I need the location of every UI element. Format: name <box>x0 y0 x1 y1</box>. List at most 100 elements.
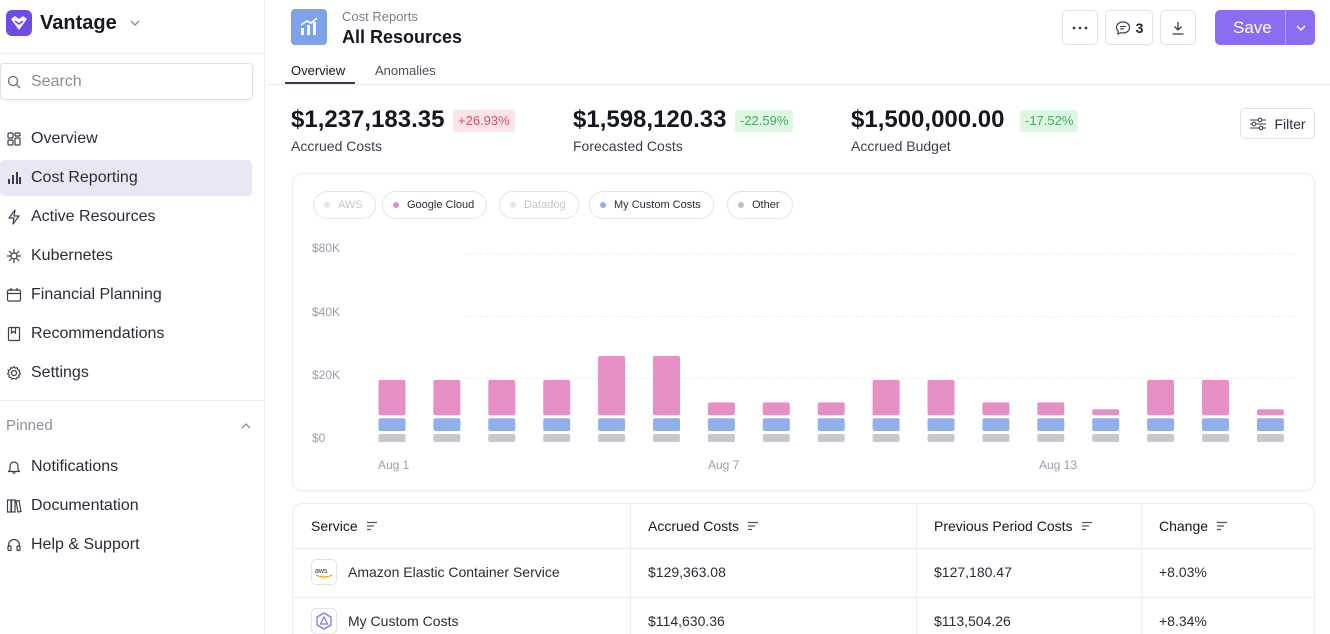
nav-label: Help & Support <box>31 536 140 553</box>
svg-text:aws: aws <box>315 568 328 575</box>
nav-item-documentation[interactable]: Documentation <box>0 488 252 524</box>
save-button[interactable]: Save <box>1215 10 1315 45</box>
nav-item-notifications[interactable]: Notifications <box>0 449 252 485</box>
change-cell: +8.03% <box>1159 564 1207 580</box>
chevron-down-icon <box>130 20 140 26</box>
y-tick-label: $40K <box>312 305 341 319</box>
kpi-forecasted-costs-label: Forecasted Costs <box>573 138 683 154</box>
column-header-previous-period-costs[interactable]: Previous Period Costs <box>934 504 1093 548</box>
kpi-accrued-costs-value: $1,237,183.35 <box>291 106 445 133</box>
legend-label: My Custom Costs <box>614 199 701 211</box>
aws-icon: aws <box>311 559 337 585</box>
nav-item-kubernetes[interactable]: Kubernetes <box>0 238 252 274</box>
nav-label: Documentation <box>31 497 139 514</box>
calendar-icon <box>6 288 22 302</box>
vantage-logo-icon <box>6 10 32 36</box>
sliders-icon <box>1250 117 1267 130</box>
legend-pill-my-custom-costs[interactable]: My Custom Costs <box>589 191 714 219</box>
nav-item-recommendations[interactable]: Recommendations <box>0 316 252 352</box>
nav-item-financial-planning[interactable]: Financial Planning <box>0 277 252 313</box>
header-label: Service <box>311 518 358 534</box>
column-header-change[interactable]: Change <box>1159 504 1228 548</box>
save-options-dropdown[interactable] <box>1286 22 1315 34</box>
comment-icon <box>1115 20 1130 35</box>
col-divider <box>630 504 631 634</box>
comments-button[interactable]: 3 <box>1105 10 1153 45</box>
grid-icon <box>7 132 21 146</box>
legend-dot <box>510 202 516 208</box>
kubernetes-icon <box>7 249 21 263</box>
bell-icon <box>7 461 21 474</box>
search-input[interactable] <box>31 72 231 91</box>
nav-label: Recommendations <box>31 325 165 342</box>
nav-label: Overview <box>31 130 98 147</box>
search-box[interactable] <box>0 63 253 100</box>
previous-cost-cell: $127,180.47 <box>934 564 1012 580</box>
more-options-button[interactable] <box>1062 10 1098 45</box>
x-tick-label: Aug 7 <box>708 458 740 472</box>
brand-name: Vantage <box>40 11 117 34</box>
nav-item-settings[interactable]: Settings <box>0 355 252 391</box>
legend-pill-aws[interactable]: AWS <box>313 191 376 219</box>
legend-pill-google-cloud[interactable]: Google Cloud <box>382 191 488 219</box>
divider <box>0 53 265 54</box>
legend-dot <box>324 202 330 208</box>
column-header-accrued-costs[interactable]: Accrued Costs <box>648 504 759 548</box>
lightning-icon <box>8 209 20 225</box>
download-icon <box>1172 21 1184 35</box>
legend-pill-other[interactable]: Other <box>727 191 793 219</box>
accrued-cost-cell: $129,363.08 <box>648 564 726 580</box>
filter-label: Filter <box>1274 115 1306 132</box>
books-icon <box>6 499 22 513</box>
breadcrumb[interactable]: Cost Reports <box>342 9 418 24</box>
more-horizontal-icon <box>1072 26 1088 29</box>
sort-icon <box>366 521 377 531</box>
page-title: All Resources <box>342 27 463 47</box>
kpi-accrued-budget-value: $1,500,000.00 <box>851 106 1005 133</box>
service-name: Amazon Elastic Container Service <box>348 564 560 580</box>
headset-icon <box>7 538 21 552</box>
sidebar: Vantage Overview Cost Reporting Active R… <box>0 0 265 634</box>
active-tab-indicator <box>285 82 355 84</box>
col-divider <box>1141 504 1142 634</box>
cost-table: Service Accrued Costs Previous Period Co… <box>292 503 1315 634</box>
nav-item-cost-reporting[interactable]: Cost Reporting <box>0 160 252 196</box>
download-button[interactable] <box>1160 10 1196 45</box>
row-divider <box>293 548 1314 549</box>
legend-label: AWS <box>338 199 363 211</box>
tab-overview[interactable]: Overview <box>291 63 346 78</box>
y-tick-label: $80K <box>312 241 341 255</box>
nav-item-help-support[interactable]: Help & Support <box>0 527 252 563</box>
nav-label: Kubernetes <box>31 247 113 264</box>
kpi-accrued-costs-change: +26.93% <box>453 110 515 132</box>
divider <box>1285 10 1286 45</box>
change-cell: +8.34% <box>1159 613 1207 629</box>
legend-pill-datadog[interactable]: Datadog <box>499 191 579 219</box>
nav-item-active-resources[interactable]: Active Resources <box>0 199 252 235</box>
workspace-switcher[interactable]: Vantage <box>6 10 141 36</box>
table-row-service-cell[interactable]: My Custom Costs <box>311 597 458 634</box>
chart-card <box>292 173 1315 491</box>
sort-icon <box>748 521 759 531</box>
tab-anomalies[interactable]: Anomalies <box>375 63 436 78</box>
kpi-accrued-budget-label: Accrued Budget <box>851 138 951 154</box>
table-row-service-cell[interactable]: aws Amazon Elastic Container Service <box>311 548 560 596</box>
pinned-label: Pinned <box>6 417 53 434</box>
nav-item-overview[interactable]: Overview <box>0 121 252 157</box>
service-name: My Custom Costs <box>348 613 459 629</box>
legend-dot <box>738 202 744 208</box>
chevron-down-icon <box>1295 24 1306 31</box>
pinned-section-toggle[interactable]: Pinned <box>6 417 252 434</box>
gridline <box>465 316 1295 317</box>
legend-dot <box>393 202 399 208</box>
legend-label: Datadog <box>524 199 566 211</box>
gear-icon <box>6 365 22 380</box>
chevron-up-icon <box>241 422 251 428</box>
filter-button[interactable]: Filter <box>1240 108 1315 139</box>
search-icon <box>7 75 21 88</box>
divider <box>0 400 265 401</box>
save-label: Save <box>1233 17 1272 37</box>
kpi-forecasted-costs-change: -22.59% <box>735 110 794 132</box>
row-divider <box>293 597 1314 598</box>
column-header-service[interactable]: Service <box>311 504 378 548</box>
